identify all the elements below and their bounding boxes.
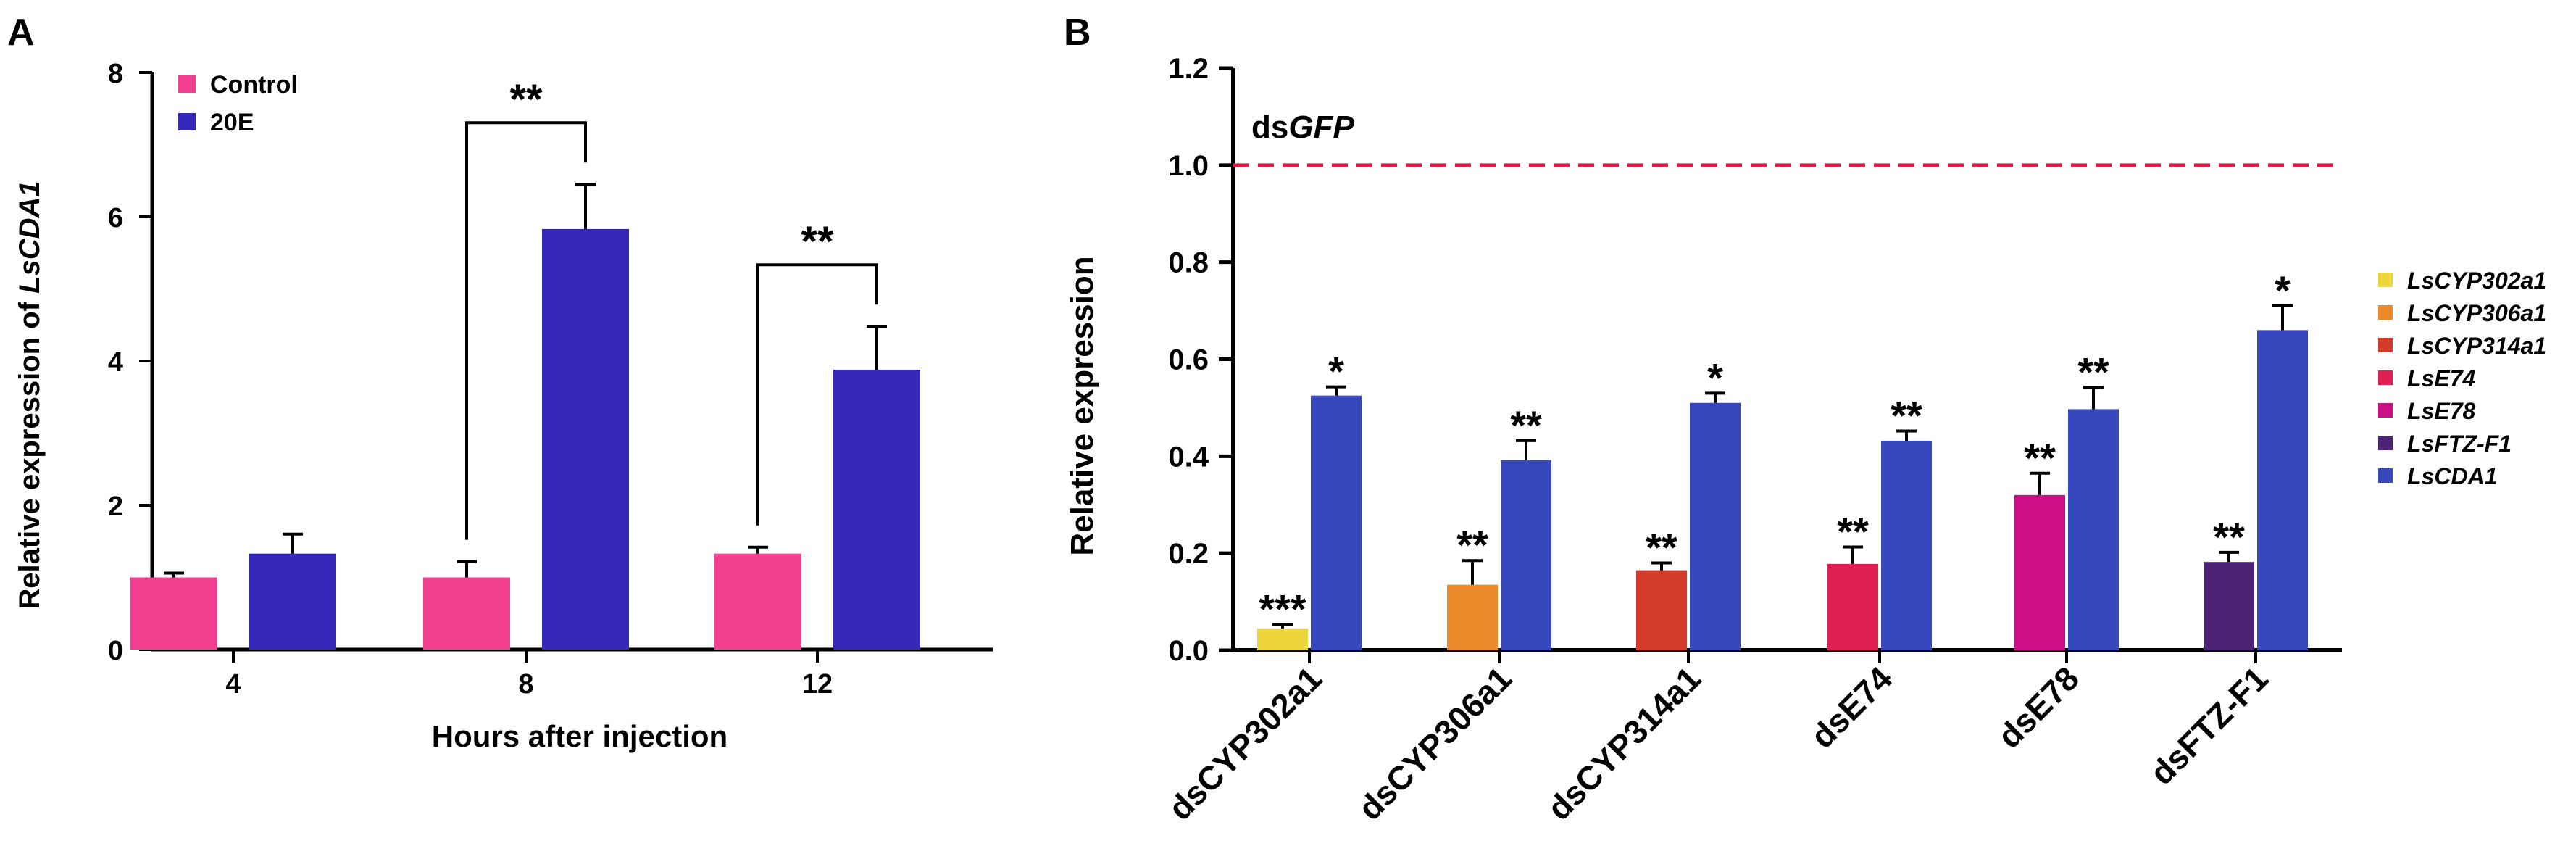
panel-b-x-tick-label: dsCYP306a1 bbox=[1351, 659, 1519, 827]
panel-b-x-tick-label: dsCYP302a1 bbox=[1161, 659, 1329, 827]
legend-label: LsCDA1 bbox=[2407, 463, 2497, 489]
panel-b-cda1-significance: * bbox=[1328, 349, 1344, 394]
panel-a-bar bbox=[423, 577, 510, 650]
panel-a-y-tick-label: 6 bbox=[108, 203, 123, 233]
panel-a-bar bbox=[542, 228, 629, 650]
panel-a-x-tick-label: 8 bbox=[518, 669, 533, 700]
panel-b-y-tick-label: 0.6 bbox=[1168, 344, 1209, 376]
legend-label: LsFTZ-F1 bbox=[2407, 431, 2512, 457]
panel-b-cda1-bar bbox=[1690, 402, 1741, 650]
legend-label: LsE74 bbox=[2407, 365, 2475, 391]
panel-a-bar bbox=[130, 577, 217, 650]
legend-swatch bbox=[178, 113, 196, 130]
panel-b-cda1-significance: * bbox=[1707, 354, 1723, 400]
panel-b-cda1-bar bbox=[2068, 409, 2119, 650]
panel-b-cda1-significance: ** bbox=[2077, 349, 2109, 394]
panel-a-bar bbox=[714, 553, 801, 650]
legend-swatch bbox=[2378, 370, 2393, 385]
legend-label: 20E bbox=[210, 109, 254, 136]
legend-swatch bbox=[2378, 305, 2393, 320]
panel-a-x-axis-title: Hours after injection bbox=[432, 719, 728, 753]
panel-b-cda1-bar bbox=[1881, 440, 1932, 650]
panel-a-bar bbox=[249, 553, 336, 650]
panel-a-letter: A bbox=[7, 12, 35, 54]
legend-swatch bbox=[178, 75, 196, 93]
significance-label: ** bbox=[801, 218, 834, 265]
panel-a-bar bbox=[833, 369, 920, 650]
panel-a-x-tick-label: 12 bbox=[802, 669, 833, 700]
panel-a-plot-area: 0 2 4 6 8 4 8 12 ** ** Control 20E bbox=[108, 59, 993, 700]
legend-swatch bbox=[2378, 436, 2393, 450]
legend-swatch bbox=[2378, 273, 2393, 287]
significance-label: ** bbox=[509, 76, 543, 123]
panel-b-chart: B Relative expression dsGFP 0.0 0.2 0.4 0.6… bbox=[1064, 12, 2546, 827]
panel-b-target-significance: ** bbox=[1837, 508, 1869, 554]
panel-b-x-tick-label: dsCYP314a1 bbox=[1540, 659, 1708, 827]
panel-b-target-significance: *** bbox=[1259, 586, 1306, 632]
panel-b-cda1-significance: ** bbox=[1510, 402, 1542, 448]
panel-a-y-tick-label: 2 bbox=[108, 492, 123, 522]
panel-b-plot-area: 0.00.20.40.60.81.01.2dsCYP302a1****dsCYP… bbox=[1161, 53, 2546, 827]
panel-b-target-significance: ** bbox=[2213, 514, 2245, 560]
panel-b-cda1-bar bbox=[1311, 395, 1362, 650]
panel-b-cda1-significance: * bbox=[2275, 268, 2291, 313]
panel-b-target-bar bbox=[1636, 570, 1687, 650]
panel-b-y-tick-label: 0.0 bbox=[1168, 635, 1209, 667]
panel-b-y-axis-title: Relative expression bbox=[1064, 256, 1100, 555]
panel-b-y-tick-label: 0.4 bbox=[1168, 441, 1209, 473]
panel-a-y-axis-title: Relative expression of LsCDA1 bbox=[14, 181, 46, 609]
panel-b-target-bar bbox=[1827, 563, 1878, 650]
panel-b-x-tick-label: dsFTZ-F1 bbox=[2143, 659, 2275, 792]
significance-bracket bbox=[756, 263, 878, 526]
panel-b-x-tick-label: dsE78 bbox=[1990, 659, 2086, 755]
panel-b-target-significance: ** bbox=[1456, 522, 1488, 568]
legend-swatch bbox=[2378, 338, 2393, 352]
panel-b-target-bar bbox=[2014, 494, 2065, 650]
legend-swatch bbox=[2378, 403, 2393, 418]
reference-line-label: dsGFP bbox=[1251, 109, 1354, 145]
panel-b-cda1-significance: ** bbox=[1891, 393, 1922, 439]
panel-b-y-tick-label: 0.8 bbox=[1168, 247, 1209, 279]
panel-a-y-tick-label: 0 bbox=[108, 636, 123, 666]
panel-a-y-tick-label: 4 bbox=[108, 347, 123, 378]
legend-label: LsCYP302a1 bbox=[2407, 268, 2546, 294]
panel-b-y-tick-label: 1.2 bbox=[1168, 53, 1209, 85]
significance-bracket bbox=[465, 121, 587, 540]
panel-a-chart: A Relative expression of LsCDA1 Hours af… bbox=[7, 12, 993, 753]
legend-label: LsE78 bbox=[2407, 398, 2475, 424]
panel-b-letter: B bbox=[1064, 12, 1091, 54]
panel-b-target-bar bbox=[1447, 584, 1498, 650]
legend-label: LsCYP306a1 bbox=[2407, 300, 2546, 326]
panel-b-cda1-bar bbox=[2257, 330, 2308, 650]
panel-b-target-significance: ** bbox=[2024, 435, 2056, 481]
panel-b-x-tick-label: dsE74 bbox=[1803, 659, 1899, 755]
legend-label: LsCYP314a1 bbox=[2407, 333, 2546, 359]
panel-b-cda1-bar bbox=[1501, 460, 1551, 650]
legend-swatch bbox=[2378, 468, 2393, 483]
panel-b-y-tick-label: 0.2 bbox=[1168, 538, 1209, 570]
panel-b-target-bar bbox=[2204, 562, 2254, 650]
panel-a-y-tick-label: 8 bbox=[108, 59, 123, 89]
panel-b-y-tick-label: 1.0 bbox=[1168, 150, 1209, 182]
panel-a-x-tick-label: 4 bbox=[225, 669, 241, 700]
legend-label: Control bbox=[210, 71, 298, 99]
panel-b-target-bar bbox=[1257, 628, 1308, 650]
panel-b-target-significance: ** bbox=[1646, 525, 1677, 571]
